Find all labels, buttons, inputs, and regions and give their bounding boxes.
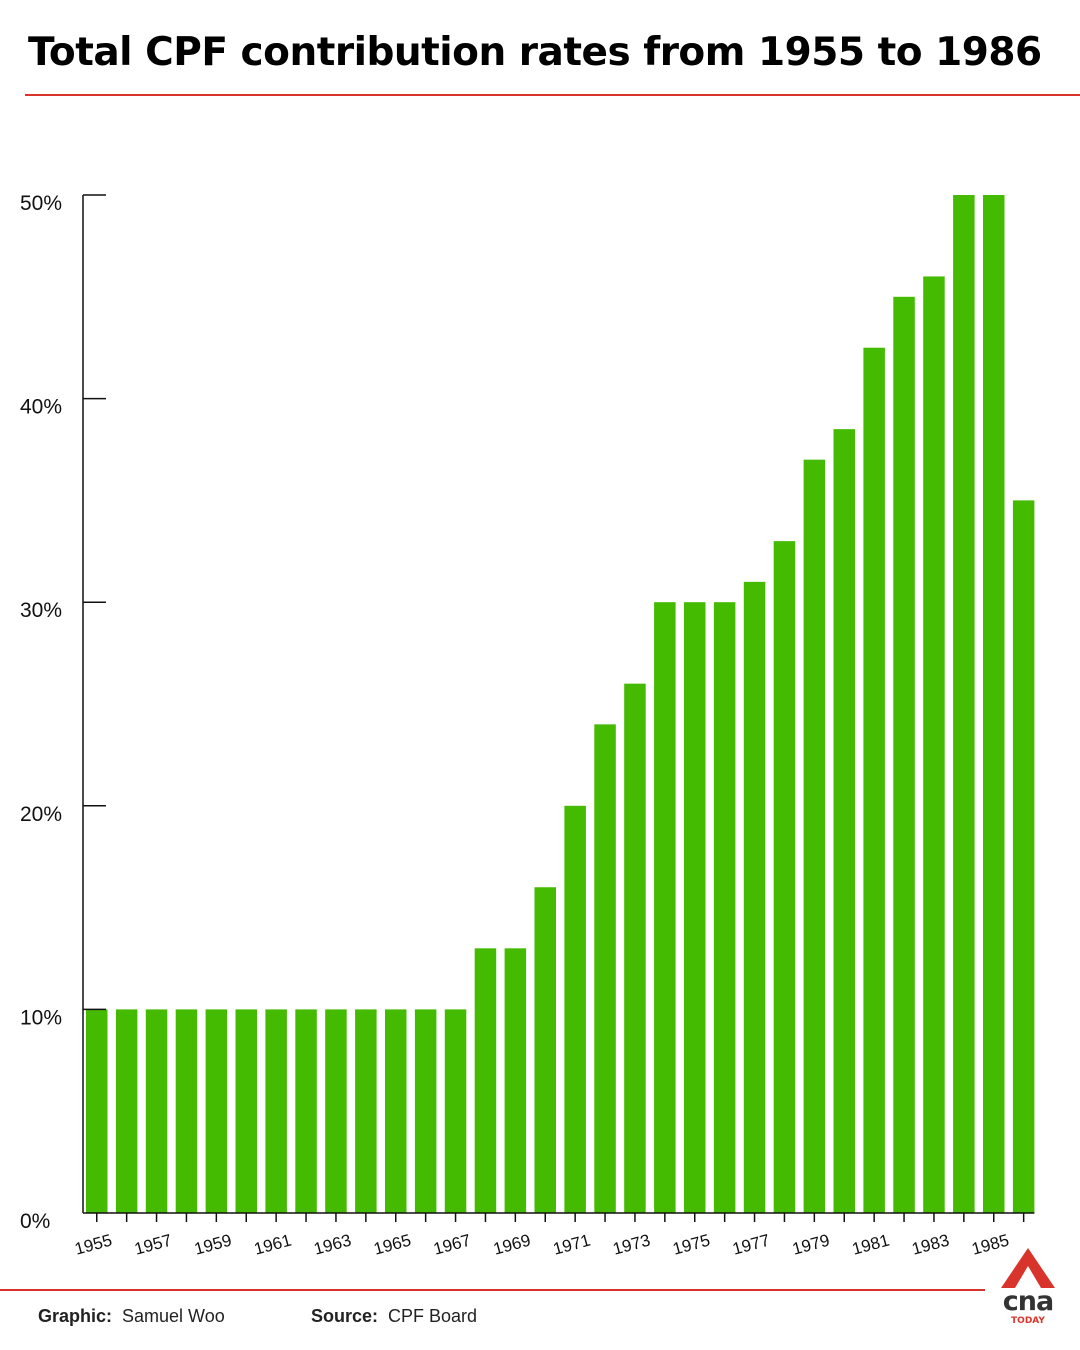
bar-1977 [743, 581, 766, 1213]
graphic-credit: Graphic: Samuel Woo [38, 1306, 225, 1327]
bar-1967 [444, 1009, 467, 1213]
y-tick-label: 30% [20, 599, 62, 622]
bar-1957 [145, 1009, 168, 1213]
title-divider [25, 94, 1080, 96]
bar-1983 [923, 276, 945, 1213]
bar-1982 [893, 296, 915, 1213]
graphic-author: Samuel Woo [122, 1306, 225, 1326]
y-tick-label: 50% [20, 192, 62, 215]
bar-1974 [654, 602, 676, 1213]
x-tick-label: 1959 [192, 1231, 233, 1259]
bar-1984 [953, 195, 975, 1213]
bars-group [86, 195, 1035, 1213]
bar-1972 [594, 724, 616, 1213]
bar-1956 [115, 1009, 138, 1213]
bar-1955 [86, 1009, 108, 1213]
source-label: Source: [311, 1306, 379, 1326]
graphic-label: Graphic: [38, 1306, 113, 1326]
x-tick-label: 1963 [312, 1231, 353, 1259]
bar-1970 [534, 887, 556, 1213]
bar-1963 [325, 1009, 347, 1213]
bar-1985 [983, 195, 1005, 1213]
bar-1976 [713, 602, 736, 1213]
bar-1959 [205, 1009, 228, 1213]
y-tick-label: 20% [20, 803, 62, 826]
bar-1958 [175, 1009, 198, 1213]
bar-1961 [265, 1009, 287, 1213]
bar-1973 [624, 683, 646, 1213]
x-tick-label: 1983 [910, 1231, 951, 1259]
x-tick-label: 1981 [850, 1231, 891, 1259]
bar-1960 [235, 1009, 257, 1213]
chart-title: Total CPF contribution rates from 1955 t… [28, 30, 1042, 75]
footer-divider [0, 1289, 985, 1291]
y-tick-label: 10% [20, 1006, 62, 1029]
cna-today-logo: cna TODAY [995, 1246, 1065, 1330]
bar-1964 [355, 1009, 377, 1213]
x-tick-label: 1975 [671, 1231, 712, 1259]
x-tick-label: 1955 [73, 1231, 114, 1259]
y-tick-label: 0% [20, 1210, 50, 1233]
x-tick-label: 1967 [431, 1231, 472, 1259]
bar-1965 [385, 1009, 407, 1213]
logo-subtitle: TODAY [1011, 1316, 1045, 1326]
axes-group: 0% 10% 20% 30% 40% 50% 1955 1957 1959 1961 1963 196… [20, 192, 1035, 1259]
x-tick-label: 1961 [252, 1231, 293, 1259]
bar-1971 [564, 805, 586, 1213]
bar-1979 [803, 459, 826, 1213]
source-credit: Source: CPF Board [311, 1306, 477, 1327]
bar-1978 [773, 541, 796, 1213]
source-name: CPF Board [388, 1306, 478, 1326]
bar-1981 [863, 347, 885, 1213]
bar-1986 [1012, 500, 1035, 1213]
logo-triangle-icon [1001, 1248, 1055, 1288]
bar-1975 [684, 602, 706, 1213]
bar-1966 [414, 1009, 437, 1213]
x-tick-label: 1973 [611, 1231, 652, 1259]
x-tick-label: 1979 [790, 1231, 831, 1259]
bar-1969 [504, 948, 527, 1213]
bar-1968 [474, 948, 497, 1213]
x-tick-label: 1957 [132, 1231, 173, 1259]
bar-1962 [295, 1009, 317, 1213]
x-tick-label: 1977 [730, 1231, 771, 1259]
bar-chart: 0% 10% 20% 30% 40% 50% 1955 1957 1959 1961 1963 196… [20, 192, 1035, 1259]
x-tick-label: 1969 [491, 1231, 532, 1259]
bar-1980 [833, 429, 855, 1213]
x-tick-label: 1971 [551, 1231, 592, 1259]
y-tick-label: 40% [20, 396, 62, 419]
x-tick-label: 1965 [372, 1231, 413, 1259]
logo-word: cna [1002, 1286, 1054, 1317]
